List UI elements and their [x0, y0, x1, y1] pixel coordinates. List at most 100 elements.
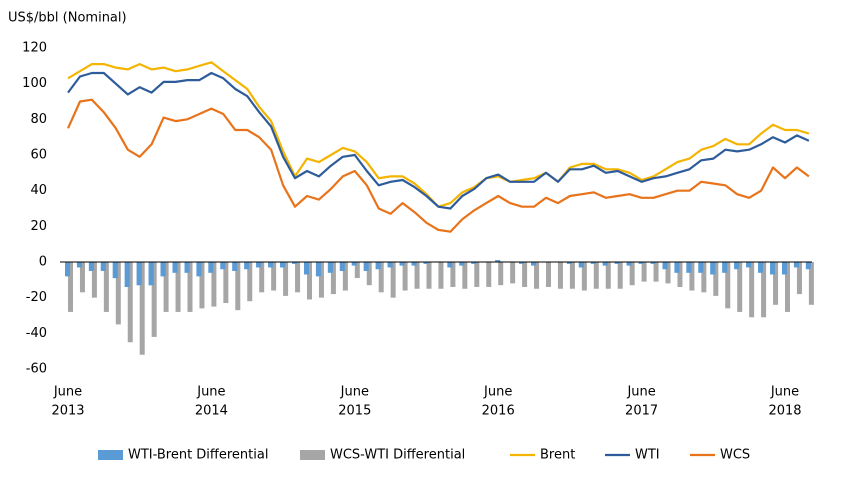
- bar: [665, 262, 671, 284]
- bar-front: [710, 262, 716, 275]
- bar: [534, 262, 540, 289]
- bar-front: [662, 262, 668, 270]
- bar-front: [746, 262, 752, 268]
- x-tick-label: June: [196, 385, 225, 400]
- bar: [175, 262, 181, 312]
- x-tick-label: June: [626, 385, 655, 400]
- x-tick-label: June: [340, 385, 369, 400]
- bar: [342, 262, 348, 291]
- legend-label: Brent: [540, 448, 575, 463]
- bar: [546, 262, 551, 287]
- bar-front: [375, 262, 381, 270]
- y-tick-label: 20: [30, 219, 47, 234]
- bar: [295, 262, 301, 293]
- bar-front: [650, 262, 656, 264]
- bar-front: [602, 262, 608, 266]
- bar-front: [674, 262, 680, 273]
- bar: [235, 262, 241, 311]
- legend-label: WTI: [635, 448, 660, 463]
- x-tick-label: June: [483, 385, 512, 400]
- bar: [737, 262, 743, 312]
- bar-front: [148, 262, 154, 286]
- bar-front: [292, 262, 298, 264]
- bar-front: [770, 262, 776, 275]
- bar: [283, 262, 289, 296]
- bar: [617, 262, 623, 289]
- bar-front: [256, 262, 262, 268]
- bar-front: [758, 262, 764, 273]
- bar: [151, 262, 157, 337]
- bar: [402, 262, 408, 291]
- bar: [307, 262, 312, 300]
- bar-front: [459, 262, 465, 266]
- legend-label: WCS-WTI Differential: [330, 448, 465, 463]
- bar: [103, 262, 109, 312]
- bar-front: [805, 262, 811, 270]
- bar: [438, 262, 444, 289]
- bar-front: [387, 262, 393, 268]
- bar: [605, 262, 611, 289]
- legend-label: WTI-Brent Differential: [128, 448, 268, 463]
- x-tick-label: 2018: [768, 404, 801, 419]
- x-tick-label: 2013: [51, 404, 84, 419]
- bar: [378, 262, 384, 293]
- bar-front: [88, 262, 94, 271]
- x-tick-label: 2016: [482, 404, 515, 419]
- bar-front: [626, 262, 632, 266]
- bar-front: [268, 262, 274, 268]
- line: [67, 71, 810, 210]
- y-tick-label: 0: [39, 255, 47, 270]
- y-tick-label: -60: [26, 362, 47, 377]
- bar-front: [566, 262, 572, 264]
- bar-front: [411, 262, 417, 266]
- bar: [629, 262, 635, 286]
- bar: [163, 262, 169, 312]
- bar-front: [196, 262, 202, 277]
- y-tick-label: 40: [30, 183, 47, 198]
- bar: [199, 262, 205, 309]
- bar-front: [280, 262, 286, 268]
- bar: [354, 262, 360, 279]
- bar-front: [722, 262, 728, 273]
- bar-front: [519, 262, 525, 264]
- bar-front: [734, 262, 740, 270]
- bar: [462, 262, 468, 289]
- bar-front: [208, 262, 214, 273]
- bar-front: [578, 262, 584, 268]
- bar: [593, 262, 599, 289]
- bar: [713, 262, 719, 296]
- x-tick-label: 2014: [195, 404, 228, 419]
- bar: [318, 262, 324, 298]
- bar: [115, 262, 121, 325]
- bar: [414, 262, 420, 289]
- bar-front: [327, 262, 333, 273]
- bar-front: [686, 262, 692, 273]
- bar-front: [124, 262, 130, 287]
- bar-front: [184, 262, 190, 273]
- bar: [761, 262, 767, 318]
- line: [66, 98, 810, 233]
- bar: [749, 262, 755, 318]
- bar-front: [112, 262, 118, 279]
- y-tick-label: 60: [30, 148, 47, 163]
- bar: [366, 262, 372, 286]
- bar: [330, 262, 336, 295]
- bar-front: [793, 262, 799, 268]
- bar-front: [698, 262, 704, 273]
- y-tick-label: 80: [30, 112, 47, 127]
- bar: [677, 262, 683, 287]
- bar: [390, 262, 396, 298]
- x-tick-label: 2015: [338, 404, 371, 419]
- bar-front: [76, 262, 82, 268]
- bar: [474, 262, 480, 287]
- bar: [127, 262, 133, 343]
- bar-front: [244, 262, 250, 270]
- bar-front: [495, 260, 501, 262]
- bar: [653, 262, 659, 282]
- y-axis-label: US$/bbl (Nominal): [8, 11, 127, 26]
- bar-front: [399, 262, 405, 266]
- bar-front: [304, 262, 309, 275]
- bar: [223, 262, 229, 304]
- bar: [701, 262, 707, 293]
